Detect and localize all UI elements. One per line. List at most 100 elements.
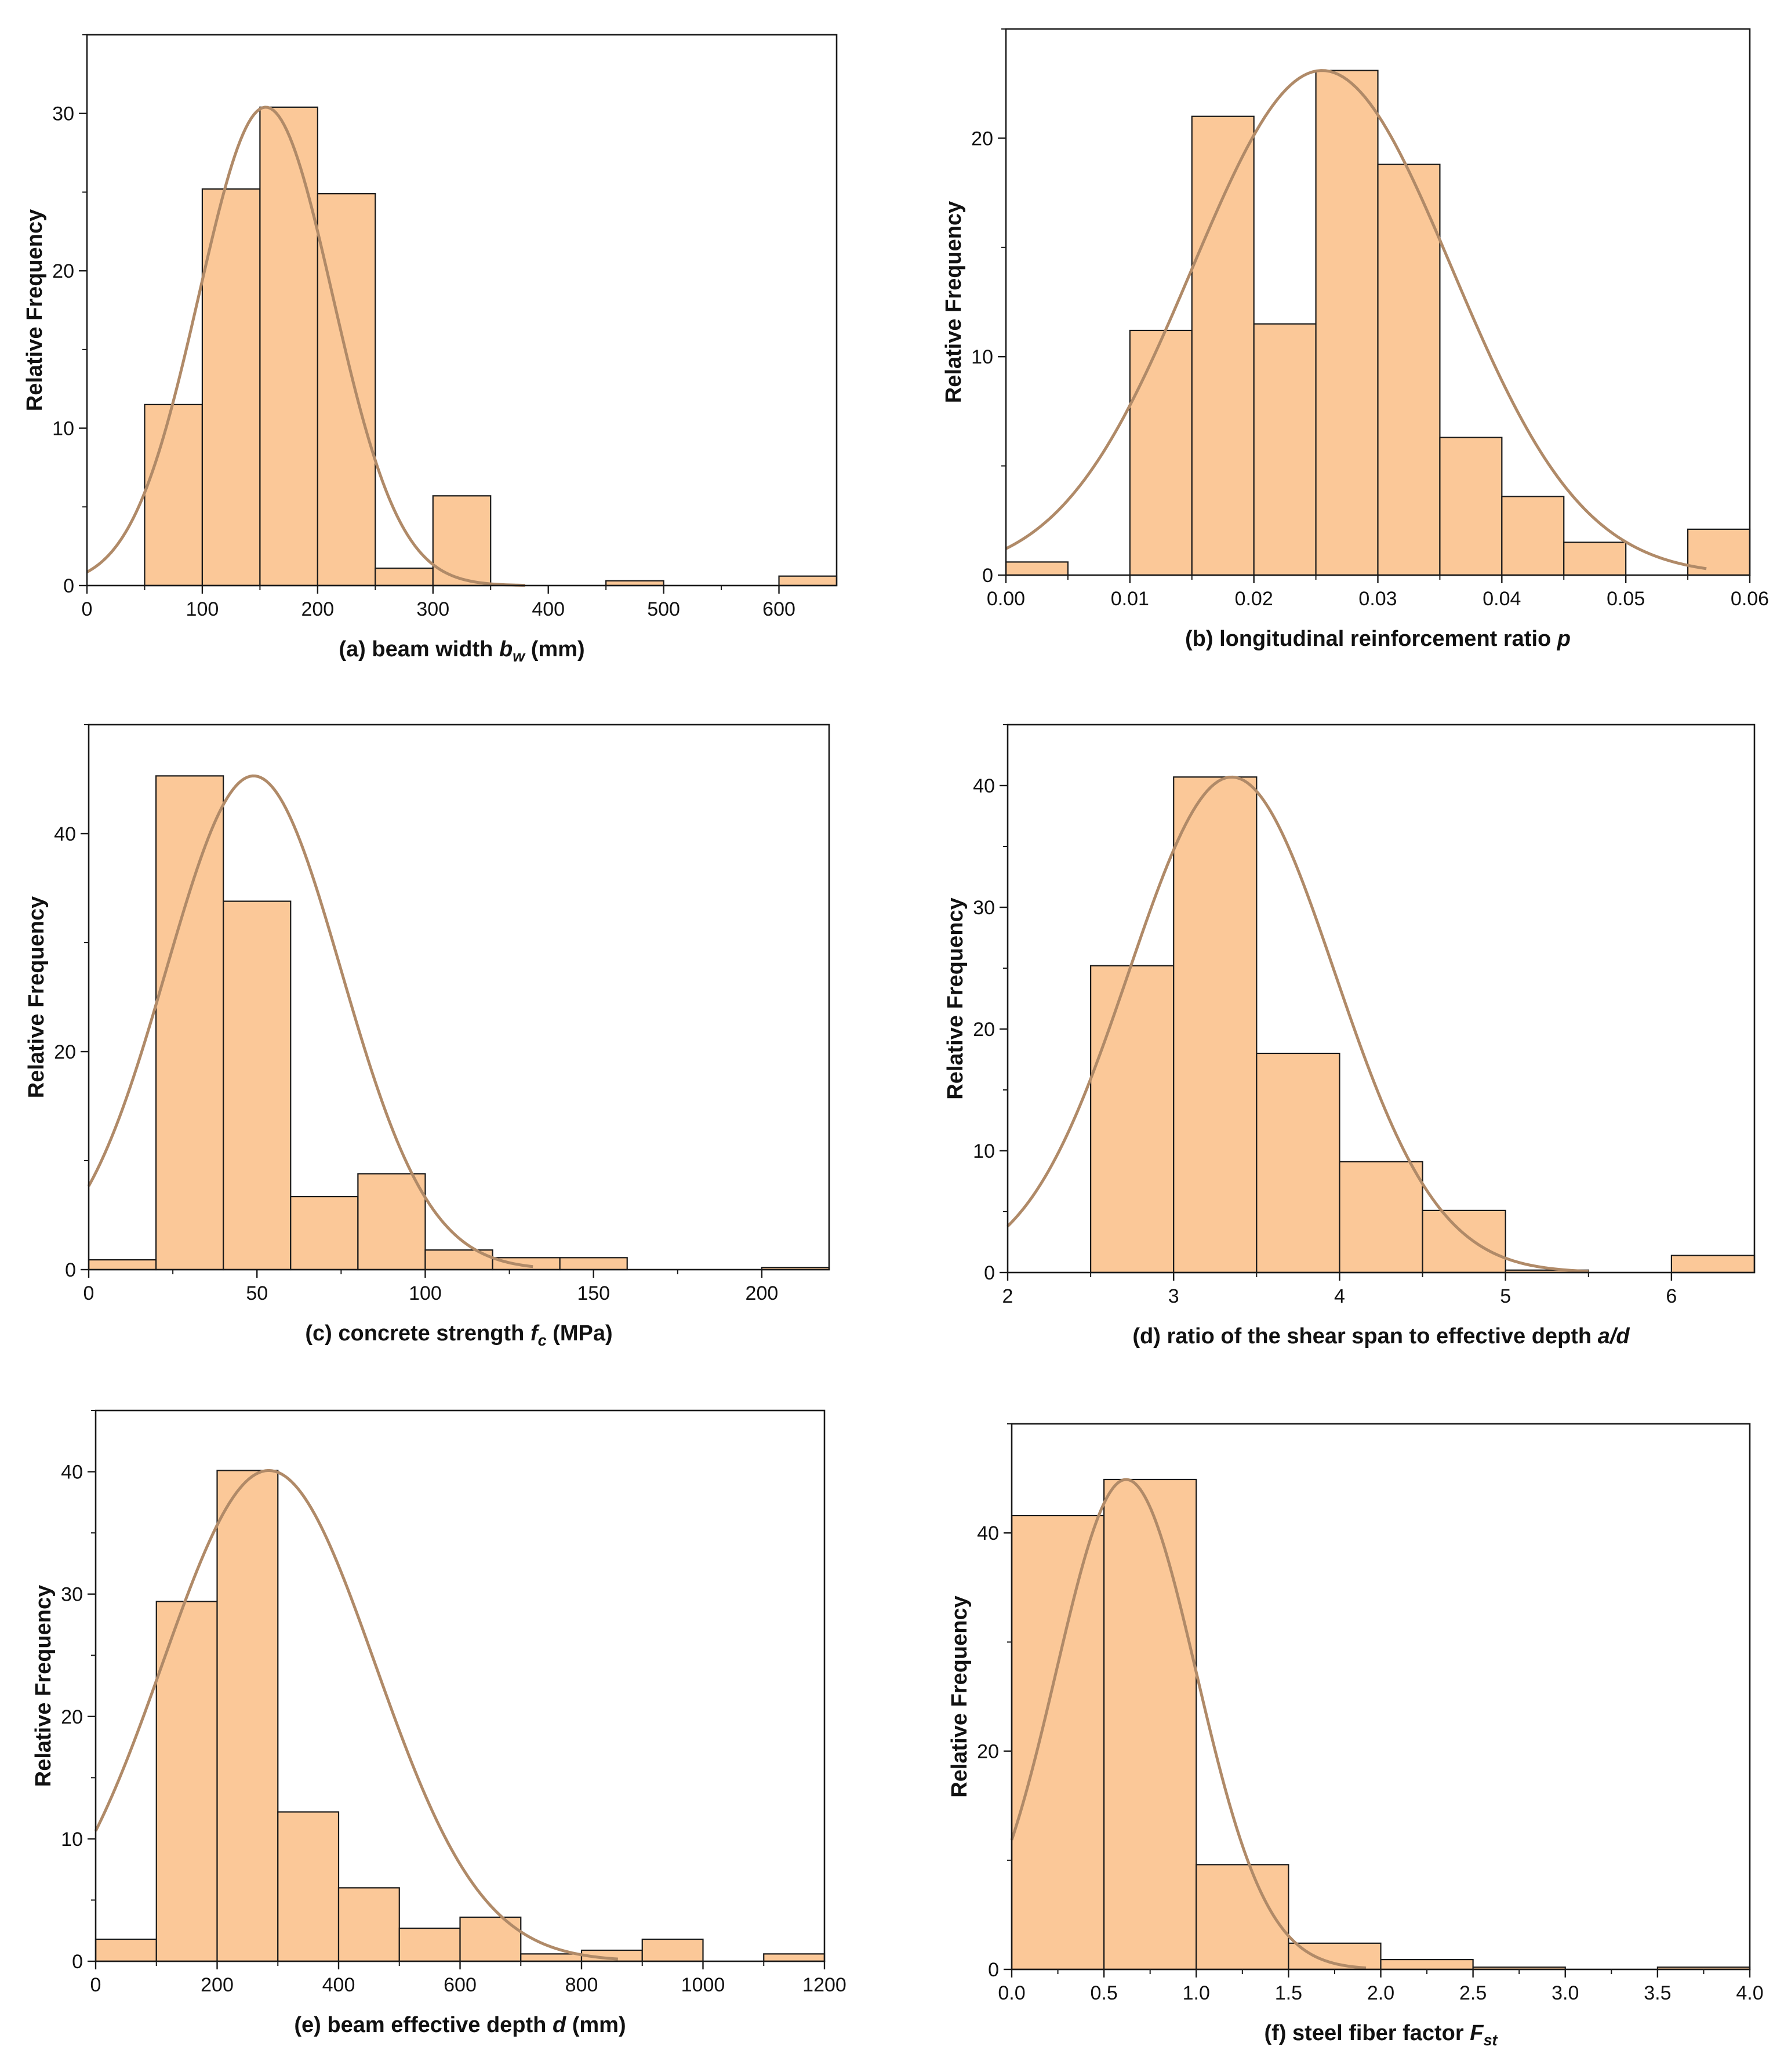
y-tick-label: 20 [52,260,74,282]
x-tick-label: 0.04 [1483,588,1521,610]
normal-fit-curve [1005,69,1707,570]
histogram-bar [1315,70,1379,576]
histogram-bar [375,568,434,587]
histogram-bar [155,775,224,1271]
normal-fit-curve [1010,1478,1367,1970]
histogram-bar [398,1927,461,1962]
chart-panel-e: 0 200 400 600 800 1000 1200 0 10 20 30 40 Relative F… [31,1409,846,2037]
histogram-bar [492,1257,561,1271]
normal-fit-curve [94,1468,619,1961]
x-tick-label: 200 [301,598,334,620]
y-tick-label: 0 [982,565,993,587]
histogram-bar [1377,163,1441,576]
x-tick-label: 2.0 [1367,1982,1394,2004]
y-tick-label: 0 [65,1259,76,1281]
x-tick-label: 3.5 [1644,1982,1671,2004]
y-axis-title: Relative Frequency [947,1595,972,1797]
x-tick-label: 1.0 [1183,1982,1210,2004]
x-tick-label: 5 [1500,1285,1511,1307]
histogram-bar [277,1811,340,1962]
x-tick-label: 0 [82,598,93,620]
x-tick-label: 6 [1666,1285,1677,1307]
histogram-bar [201,188,261,587]
histogram-bar [1422,1209,1506,1274]
histogram-bar [357,1173,426,1271]
histogram-bar [1288,1942,1382,1971]
y-tick-label: 0 [988,1959,999,1981]
histogram-bar [1191,115,1255,576]
histogram-bar [1256,1052,1340,1274]
x-axis-title: (d) ratio of the shear span to effective… [1132,1324,1630,1348]
x-tick-label: 800 [565,1974,598,1996]
histogram-bar [1253,323,1317,576]
x-tick-label: 0.5 [1090,1982,1117,2004]
histogram-bar [259,106,318,587]
y-tick-label: 30 [52,103,74,125]
histogram-bar [216,1470,279,1962]
histogram-bar [1670,1255,1756,1274]
x-tick-label: 300 [416,598,449,620]
y-tick-label: 20 [971,128,993,150]
histogram-bar [559,1257,628,1271]
chart-panel-b: 0.00 0.01 0.02 0.03 0.04 0.05 0.06 0 10 20 Relativ… [942,28,1769,651]
x-tick-label: 100 [409,1282,442,1304]
y-tick-label: 0 [63,575,74,597]
histogram-bar [290,1195,359,1271]
y-tick-label: 40 [61,1462,83,1484]
y-axis-title: Relative Frequency [31,1585,56,1787]
histogram-bar [1339,1161,1423,1274]
y-tick-label: 0 [984,1262,995,1284]
x-tick-label: 0.06 [1731,588,1769,610]
y-tick-label: 30 [61,1584,83,1606]
x-tick-label: 500 [647,598,680,620]
y-tick-label: 10 [52,418,74,440]
x-axis-title: (e) beam effective depth d (mm) [294,2013,626,2037]
y-tick-label: 20 [54,1041,76,1063]
plot-frame [88,724,830,1271]
chart-panel-d: 2 3 4 5 6 0 10 20 30 40 Relative Frequency (d) rati… [943,724,1756,1348]
histogram-bar [1563,541,1627,576]
y-tick-label: 0 [72,1951,83,1973]
histogram-bar [144,404,204,587]
x-tick-label: 0 [90,1974,101,1996]
y-axis-title: Relative Frequency [23,209,47,411]
histogram-bar [763,1953,826,1962]
histogram-bar [1129,329,1193,576]
x-tick-label: 2.5 [1459,1982,1487,2004]
chart-panel-a: 0 100 200 300 400 500 600 0 10 20 30 Relative Frequ… [23,34,838,665]
histogram-bar [317,193,376,587]
y-tick-label: 10 [971,346,993,368]
chart-panel-c: 0 50 100 150 200 0 20 40 Relative Frequency (c) c… [24,724,830,1349]
normal-fit-curve [86,106,525,587]
x-tick-label: 1.5 [1275,1982,1302,2004]
histogram-bar [1501,496,1565,576]
x-tick-label: 600 [762,598,795,620]
x-tick-label: 100 [186,598,219,620]
y-tick-label: 10 [973,1140,995,1162]
y-tick-label: 10 [61,1829,83,1851]
y-tick-label: 20 [973,1019,995,1041]
y-tick-label: 30 [973,897,995,919]
x-tick-label: 0 [83,1282,95,1304]
x-tick-label: 400 [532,598,565,620]
x-axis-title: (f) steel fiber factor Fst [1265,2021,1498,2049]
plot-frame [1007,724,1756,1274]
histogram-bar [88,1259,157,1271]
x-tick-label: 4.0 [1736,1982,1763,2004]
normal-fit-curve [87,774,533,1268]
histogram-bar [1103,1478,1197,1971]
x-tick-label: 0.03 [1358,588,1397,610]
x-tick-label: 0.01 [1111,588,1149,610]
x-tick-label: 150 [577,1282,610,1304]
y-tick-label: 20 [977,1741,999,1763]
y-tick-label: 20 [61,1706,83,1728]
y-axis-title: Relative Frequency [942,201,966,403]
histogram-bar [1380,1958,1474,1971]
x-tick-label: 0.02 [1235,588,1273,610]
y-tick-label: 40 [54,823,76,845]
x-tick-label: 200 [746,1282,779,1304]
y-axis-title: Relative Frequency [24,896,49,1098]
x-tick-label: 4 [1334,1285,1345,1307]
histogram-bar [520,1953,583,1962]
